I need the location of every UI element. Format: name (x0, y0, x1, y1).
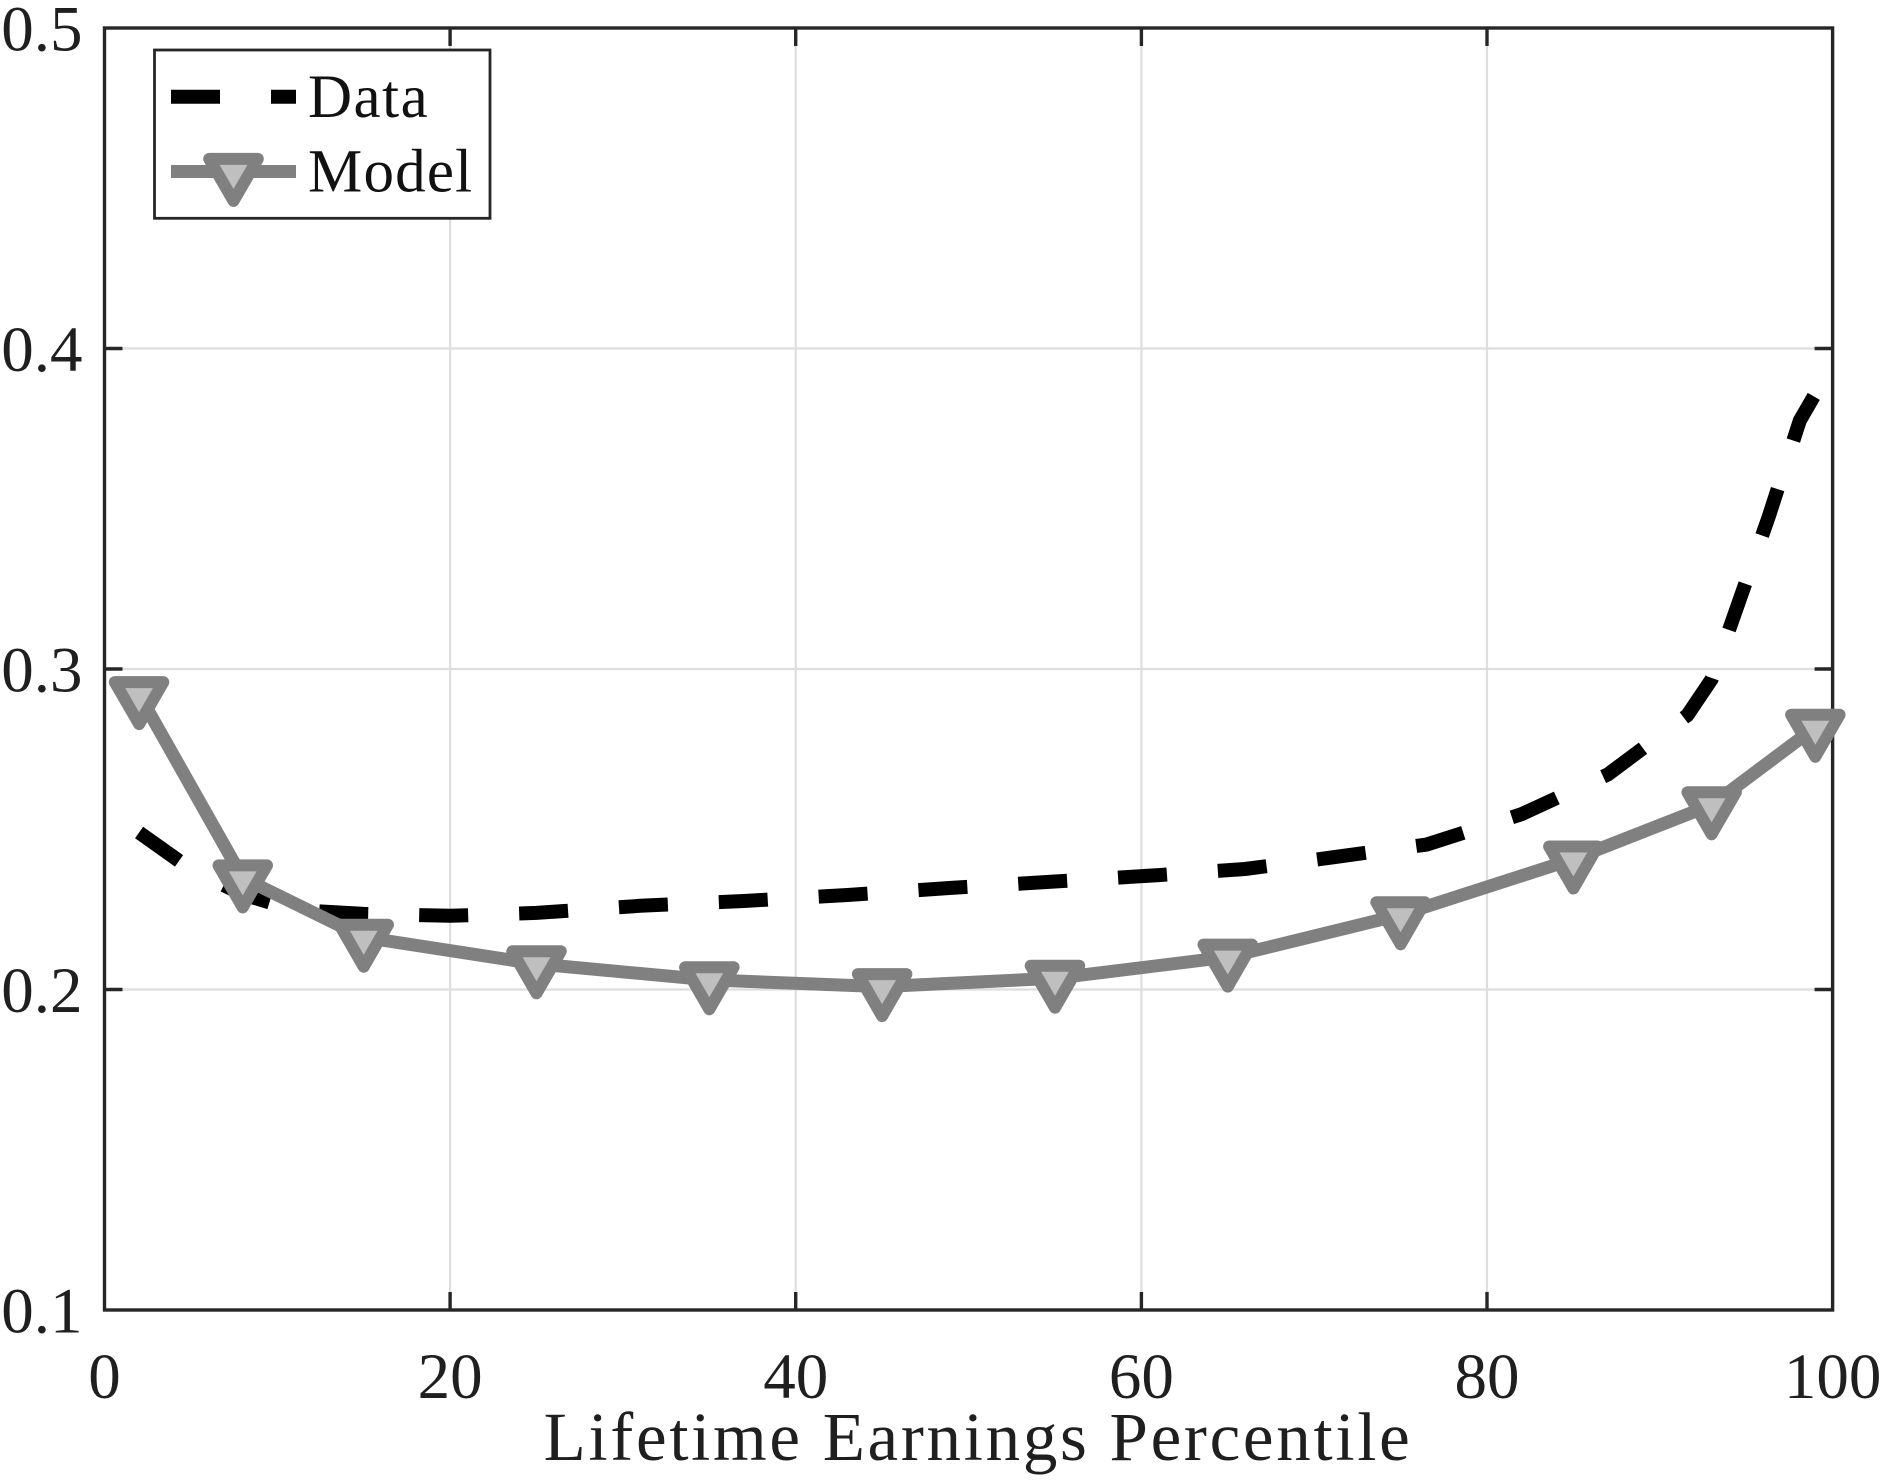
svg-text:Data: Data (308, 64, 429, 131)
svg-text:60: 60 (1109, 1341, 1174, 1413)
svg-text:80: 80 (1455, 1341, 1520, 1413)
svg-text:100: 100 (1784, 1341, 1882, 1413)
svg-text:40: 40 (763, 1341, 828, 1413)
svg-text:0: 0 (88, 1341, 121, 1413)
svg-text:Lifetime Earnings Percentile: Lifetime Earnings Percentile (544, 1399, 1413, 1475)
svg-text:20: 20 (418, 1341, 483, 1413)
svg-text:0.5: 0.5 (1, 0, 82, 65)
svg-text:0.4: 0.4 (1, 314, 82, 386)
svg-text:0.2: 0.2 (1, 955, 82, 1027)
svg-text:Model: Model (308, 139, 473, 206)
svg-text:0.3: 0.3 (1, 634, 82, 706)
svg-text:0.1: 0.1 (1, 1275, 82, 1347)
